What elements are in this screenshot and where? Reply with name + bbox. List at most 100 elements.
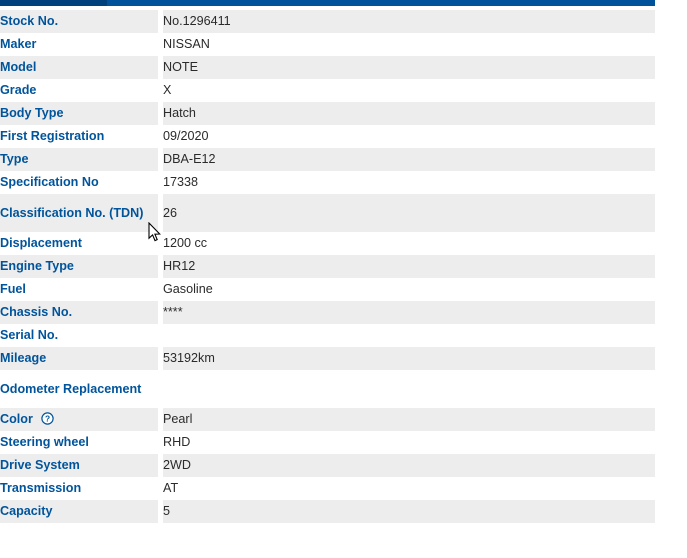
column-gap	[158, 194, 163, 232]
spec-label-cell: Engine Type	[0, 255, 158, 278]
table-row: Engine Type HR12	[0, 255, 655, 278]
top-accent-bar-left-segment	[0, 0, 107, 6]
table-row: Grade X	[0, 79, 655, 102]
table-row: Mileage 53192km	[0, 347, 655, 370]
spec-label-cell: Stock No.	[0, 10, 158, 33]
spec-label-cell: Odometer Replacement	[0, 370, 158, 408]
column-gap	[158, 324, 163, 347]
spec-label-cell: Specification No	[0, 171, 158, 194]
column-gap	[158, 171, 163, 194]
spec-label-text: Serial No.	[0, 328, 59, 342]
table-row: Steering wheel RHD	[0, 431, 655, 454]
spec-value-cell: X	[163, 79, 655, 102]
table-row: Specification No 17338	[0, 171, 655, 194]
spec-value-cell: AT	[163, 477, 655, 500]
spec-label-text: Displacement	[0, 236, 82, 250]
table-row: Displacement 1200 cc	[0, 232, 655, 255]
column-gap	[158, 454, 163, 477]
help-question-icon[interactable]: ?	[41, 412, 54, 425]
spec-label-text: Model	[0, 60, 37, 74]
spec-value-cell: NOTE	[163, 56, 655, 79]
spec-value-cell: 17338	[163, 171, 655, 194]
svg-text:?: ?	[45, 414, 50, 424]
column-gap	[158, 56, 163, 79]
spec-label-cell: Drive System	[0, 454, 158, 477]
spec-label-text: Engine Type	[0, 259, 74, 273]
spec-value-cell: 53192km	[163, 347, 655, 370]
column-gap	[158, 10, 163, 33]
spec-label-text: Fuel	[0, 282, 26, 296]
spec-label-cell: Classification No. (TDN)	[0, 194, 158, 232]
table-row: Classification No. (TDN) 26	[0, 194, 655, 232]
column-gap	[158, 370, 163, 408]
spec-value-cell: ****	[163, 301, 655, 324]
column-gap	[158, 79, 163, 102]
column-gap	[158, 431, 163, 454]
spec-label-cell: Grade	[0, 79, 158, 102]
column-gap	[158, 301, 163, 324]
table-row: Body Type Hatch	[0, 102, 655, 125]
spec-value-cell: No.1296411	[163, 10, 655, 33]
spec-label-cell: First Registration	[0, 125, 158, 148]
spec-label-cell: Serial No.	[0, 324, 158, 347]
vehicle-specification-table-body: Stock No. No.1296411 Maker NISSAN Model NOTE G…	[0, 10, 655, 523]
spec-value-cell: RHD	[163, 431, 655, 454]
spec-value-cell	[163, 370, 655, 408]
spec-label-text: Capacity	[0, 504, 53, 518]
table-row: Transmission AT	[0, 477, 655, 500]
column-gap	[158, 500, 163, 523]
spec-label-text: Grade	[0, 83, 37, 97]
spec-label-text: Specification No	[0, 175, 99, 189]
spec-label-text: First Registration	[0, 129, 105, 143]
spec-label-text: Color	[0, 412, 33, 426]
column-gap	[158, 278, 163, 301]
spec-label-text: Mileage	[0, 351, 47, 365]
table-row: Model NOTE	[0, 56, 655, 79]
top-accent-bar-right-segment	[107, 0, 655, 6]
spec-value-cell: DBA-E12	[163, 148, 655, 171]
table-row: Chassis No. ****	[0, 301, 655, 324]
table-row: Drive System 2WD	[0, 454, 655, 477]
spec-value-cell: HR12	[163, 255, 655, 278]
column-gap	[158, 148, 163, 171]
spec-label-cell: Chassis No.	[0, 301, 158, 324]
spec-label-text: Body Type	[0, 106, 64, 120]
spec-value-cell: 5	[163, 500, 655, 523]
table-row: Type DBA-E12	[0, 148, 655, 171]
spec-label-cell: Steering wheel	[0, 431, 158, 454]
spec-label-cell: Model	[0, 56, 158, 79]
spec-label-cell: Capacity	[0, 500, 158, 523]
spec-label-cell: Maker	[0, 33, 158, 56]
table-row: Capacity 5	[0, 500, 655, 523]
spec-value-cell: Hatch	[163, 102, 655, 125]
table-row: Odometer Replacement	[0, 370, 655, 408]
spec-label-text: Chassis No.	[0, 305, 73, 319]
spec-value-cell	[163, 324, 655, 347]
spec-label-text: Classification No. (TDN)	[0, 205, 144, 220]
spec-label-text: Stock No.	[0, 14, 59, 28]
spec-label-text: Drive System	[0, 458, 80, 472]
table-row: Color? Pearl	[0, 408, 655, 431]
column-gap	[158, 255, 163, 278]
spec-value-cell: Pearl	[163, 408, 655, 431]
spec-label-cell: Body Type	[0, 102, 158, 125]
column-gap	[158, 232, 163, 255]
spec-label-cell: Fuel	[0, 278, 158, 301]
spec-label-cell: Transmission	[0, 477, 158, 500]
column-gap	[158, 477, 163, 500]
spec-value-cell: NISSAN	[163, 33, 655, 56]
spec-value-cell: 26	[163, 194, 655, 232]
table-row: First Registration 09/2020	[0, 125, 655, 148]
column-gap	[158, 408, 163, 431]
column-gap	[158, 33, 163, 56]
table-row: Stock No. No.1296411	[0, 10, 655, 33]
spec-label-cell: Color?	[0, 408, 158, 431]
spec-label-cell: Mileage	[0, 347, 158, 370]
table-row: Maker NISSAN	[0, 33, 655, 56]
column-gap	[158, 347, 163, 370]
column-gap	[158, 102, 163, 125]
vehicle-specification-table: Stock No. No.1296411 Maker NISSAN Model NOTE G…	[0, 10, 655, 523]
spec-label-text: Steering wheel	[0, 435, 89, 449]
top-accent-bar	[0, 0, 655, 6]
spec-label-cell: Type	[0, 148, 158, 171]
